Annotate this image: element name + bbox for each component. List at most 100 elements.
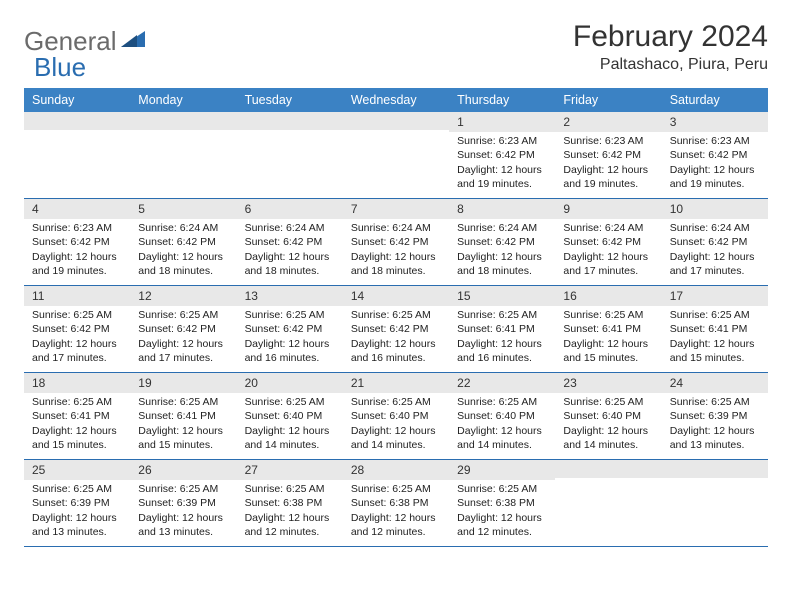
calendar-cell: 4Sunrise: 6:23 AMSunset: 6:42 PMDaylight… — [24, 199, 130, 285]
weekday-header: Thursday — [449, 88, 555, 112]
calendar-cell: 5Sunrise: 6:24 AMSunset: 6:42 PMDaylight… — [130, 199, 236, 285]
calendar-cell: 1Sunrise: 6:23 AMSunset: 6:42 PMDaylight… — [449, 112, 555, 198]
calendar-cell: 26Sunrise: 6:25 AMSunset: 6:39 PMDayligh… — [130, 460, 236, 546]
day-details: Sunrise: 6:24 AMSunset: 6:42 PMDaylight:… — [449, 219, 555, 282]
day-number: 13 — [237, 286, 343, 306]
calendar-cell: 21Sunrise: 6:25 AMSunset: 6:40 PMDayligh… — [343, 373, 449, 459]
day-number — [24, 112, 130, 130]
calendar-cell: 24Sunrise: 6:25 AMSunset: 6:39 PMDayligh… — [662, 373, 768, 459]
logo-triangle-icon — [121, 29, 147, 54]
day-number: 23 — [555, 373, 661, 393]
day-details: Sunrise: 6:25 AMSunset: 6:40 PMDaylight:… — [555, 393, 661, 456]
day-number: 22 — [449, 373, 555, 393]
calendar-cell: 10Sunrise: 6:24 AMSunset: 6:42 PMDayligh… — [662, 199, 768, 285]
day-details: Sunrise: 6:23 AMSunset: 6:42 PMDaylight:… — [662, 132, 768, 195]
calendar: SundayMondayTuesdayWednesdayThursdayFrid… — [24, 88, 768, 547]
day-number: 14 — [343, 286, 449, 306]
day-number: 27 — [237, 460, 343, 480]
day-details: Sunrise: 6:25 AMSunset: 6:40 PMDaylight:… — [343, 393, 449, 456]
calendar-cell: 23Sunrise: 6:25 AMSunset: 6:40 PMDayligh… — [555, 373, 661, 459]
day-number: 20 — [237, 373, 343, 393]
day-details: Sunrise: 6:25 AMSunset: 6:39 PMDaylight:… — [24, 480, 130, 543]
calendar-cell: 28Sunrise: 6:25 AMSunset: 6:38 PMDayligh… — [343, 460, 449, 546]
day-details: Sunrise: 6:23 AMSunset: 6:42 PMDaylight:… — [449, 132, 555, 195]
day-number — [662, 460, 768, 478]
day-details: Sunrise: 6:25 AMSunset: 6:38 PMDaylight:… — [343, 480, 449, 543]
day-details — [555, 478, 661, 538]
day-number: 10 — [662, 199, 768, 219]
day-number: 24 — [662, 373, 768, 393]
calendar-cell: 25Sunrise: 6:25 AMSunset: 6:39 PMDayligh… — [24, 460, 130, 546]
weekday-header-row: SundayMondayTuesdayWednesdayThursdayFrid… — [24, 88, 768, 112]
weekday-header: Monday — [130, 88, 236, 112]
weekday-header: Saturday — [662, 88, 768, 112]
day-details: Sunrise: 6:25 AMSunset: 6:41 PMDaylight:… — [130, 393, 236, 456]
day-number: 5 — [130, 199, 236, 219]
day-number: 6 — [237, 199, 343, 219]
day-details: Sunrise: 6:24 AMSunset: 6:42 PMDaylight:… — [343, 219, 449, 282]
day-number: 11 — [24, 286, 130, 306]
day-details: Sunrise: 6:25 AMSunset: 6:39 PMDaylight:… — [662, 393, 768, 456]
calendar-cell: 11Sunrise: 6:25 AMSunset: 6:42 PMDayligh… — [24, 286, 130, 372]
day-number: 2 — [555, 112, 661, 132]
title-block: February 2024 Paltashaco, Piura, Peru — [573, 20, 768, 74]
calendar-cell: 27Sunrise: 6:25 AMSunset: 6:38 PMDayligh… — [237, 460, 343, 546]
calendar-cell-empty — [662, 460, 768, 546]
location-text: Paltashaco, Piura, Peru — [573, 56, 768, 74]
day-details — [662, 478, 768, 538]
logo-text-blue: Blue — [34, 52, 86, 82]
calendar-cell: 7Sunrise: 6:24 AMSunset: 6:42 PMDaylight… — [343, 199, 449, 285]
day-details — [130, 130, 236, 190]
calendar-cell-empty — [130, 112, 236, 198]
day-details: Sunrise: 6:25 AMSunset: 6:41 PMDaylight:… — [24, 393, 130, 456]
day-details: Sunrise: 6:25 AMSunset: 6:42 PMDaylight:… — [130, 306, 236, 369]
day-number: 19 — [130, 373, 236, 393]
day-number: 18 — [24, 373, 130, 393]
day-details: Sunrise: 6:25 AMSunset: 6:39 PMDaylight:… — [130, 480, 236, 543]
day-number: 29 — [449, 460, 555, 480]
calendar-cell: 12Sunrise: 6:25 AMSunset: 6:42 PMDayligh… — [130, 286, 236, 372]
day-details: Sunrise: 6:25 AMSunset: 6:38 PMDaylight:… — [449, 480, 555, 543]
calendar-cell: 29Sunrise: 6:25 AMSunset: 6:38 PMDayligh… — [449, 460, 555, 546]
calendar-cell: 3Sunrise: 6:23 AMSunset: 6:42 PMDaylight… — [662, 112, 768, 198]
calendar-cell: 14Sunrise: 6:25 AMSunset: 6:42 PMDayligh… — [343, 286, 449, 372]
calendar-cell: 16Sunrise: 6:25 AMSunset: 6:41 PMDayligh… — [555, 286, 661, 372]
day-details: Sunrise: 6:24 AMSunset: 6:42 PMDaylight:… — [237, 219, 343, 282]
day-number: 15 — [449, 286, 555, 306]
day-details: Sunrise: 6:25 AMSunset: 6:42 PMDaylight:… — [24, 306, 130, 369]
day-details: Sunrise: 6:25 AMSunset: 6:41 PMDaylight:… — [555, 306, 661, 369]
header: General February 2024 Paltashaco, Piura,… — [24, 20, 768, 74]
calendar-week: 25Sunrise: 6:25 AMSunset: 6:39 PMDayligh… — [24, 460, 768, 547]
day-number: 16 — [555, 286, 661, 306]
calendar-week: 4Sunrise: 6:23 AMSunset: 6:42 PMDaylight… — [24, 199, 768, 286]
weekday-header: Sunday — [24, 88, 130, 112]
day-details — [24, 130, 130, 190]
day-number: 7 — [343, 199, 449, 219]
day-number — [343, 112, 449, 130]
calendar-cell: 9Sunrise: 6:24 AMSunset: 6:42 PMDaylight… — [555, 199, 661, 285]
day-details: Sunrise: 6:25 AMSunset: 6:38 PMDaylight:… — [237, 480, 343, 543]
calendar-cell: 13Sunrise: 6:25 AMSunset: 6:42 PMDayligh… — [237, 286, 343, 372]
day-number — [237, 112, 343, 130]
day-details: Sunrise: 6:25 AMSunset: 6:40 PMDaylight:… — [237, 393, 343, 456]
calendar-cell: 15Sunrise: 6:25 AMSunset: 6:41 PMDayligh… — [449, 286, 555, 372]
calendar-cell-empty — [24, 112, 130, 198]
calendar-cell: 2Sunrise: 6:23 AMSunset: 6:42 PMDaylight… — [555, 112, 661, 198]
day-number: 17 — [662, 286, 768, 306]
calendar-cell: 19Sunrise: 6:25 AMSunset: 6:41 PMDayligh… — [130, 373, 236, 459]
day-details: Sunrise: 6:23 AMSunset: 6:42 PMDaylight:… — [555, 132, 661, 195]
day-number: 9 — [555, 199, 661, 219]
calendar-cell: 6Sunrise: 6:24 AMSunset: 6:42 PMDaylight… — [237, 199, 343, 285]
calendar-cell-empty — [555, 460, 661, 546]
calendar-week: 11Sunrise: 6:25 AMSunset: 6:42 PMDayligh… — [24, 286, 768, 373]
day-details: Sunrise: 6:25 AMSunset: 6:41 PMDaylight:… — [449, 306, 555, 369]
day-details: Sunrise: 6:23 AMSunset: 6:42 PMDaylight:… — [24, 219, 130, 282]
day-details: Sunrise: 6:24 AMSunset: 6:42 PMDaylight:… — [662, 219, 768, 282]
weekday-header: Tuesday — [237, 88, 343, 112]
day-number: 4 — [24, 199, 130, 219]
calendar-week: 18Sunrise: 6:25 AMSunset: 6:41 PMDayligh… — [24, 373, 768, 460]
calendar-cell: 17Sunrise: 6:25 AMSunset: 6:41 PMDayligh… — [662, 286, 768, 372]
day-details — [343, 130, 449, 190]
day-number: 12 — [130, 286, 236, 306]
day-number: 21 — [343, 373, 449, 393]
